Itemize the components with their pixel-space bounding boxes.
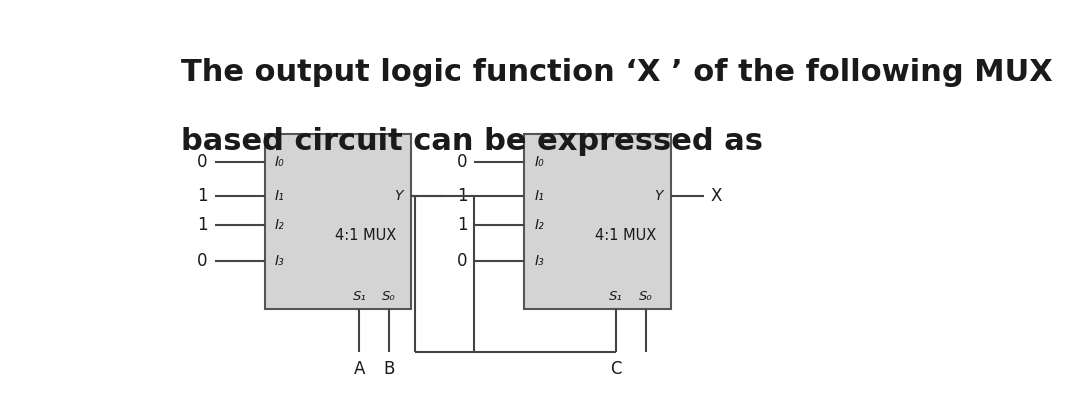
Text: S₀: S₀ — [381, 290, 395, 304]
Text: I₀: I₀ — [535, 155, 544, 168]
Text: 4:1 MUX: 4:1 MUX — [335, 228, 396, 243]
Text: 1: 1 — [457, 216, 468, 234]
Text: I₂: I₂ — [535, 219, 544, 232]
Text: 0: 0 — [457, 252, 468, 270]
Text: A: A — [353, 360, 365, 378]
Text: 1: 1 — [457, 187, 468, 205]
Text: The output logic function ‘X ’ of the following MUX: The output logic function ‘X ’ of the fo… — [181, 58, 1053, 87]
Text: 4:1 MUX: 4:1 MUX — [594, 228, 656, 243]
Text: 0: 0 — [457, 153, 468, 171]
Text: C: C — [610, 360, 622, 378]
Text: X: X — [711, 187, 723, 205]
Text: 0: 0 — [198, 252, 207, 270]
Bar — [265, 133, 411, 309]
Text: I₃: I₃ — [535, 254, 544, 268]
Text: 1: 1 — [198, 216, 207, 234]
Text: I₁: I₁ — [274, 188, 284, 203]
Text: S₁: S₁ — [609, 290, 623, 304]
Text: S₀: S₀ — [638, 290, 652, 304]
Text: Y: Y — [394, 188, 403, 203]
Text: I₃: I₃ — [274, 254, 284, 268]
Text: based circuit can be expressed as: based circuit can be expressed as — [181, 127, 764, 156]
Text: 1: 1 — [198, 187, 207, 205]
Bar — [524, 133, 671, 309]
Text: B: B — [383, 360, 394, 378]
Text: I₁: I₁ — [535, 188, 544, 203]
Text: I₀: I₀ — [274, 155, 284, 168]
Text: I₂: I₂ — [274, 219, 284, 232]
Text: S₁: S₁ — [352, 290, 366, 304]
Text: Y: Y — [653, 188, 662, 203]
Text: 0: 0 — [198, 153, 207, 171]
